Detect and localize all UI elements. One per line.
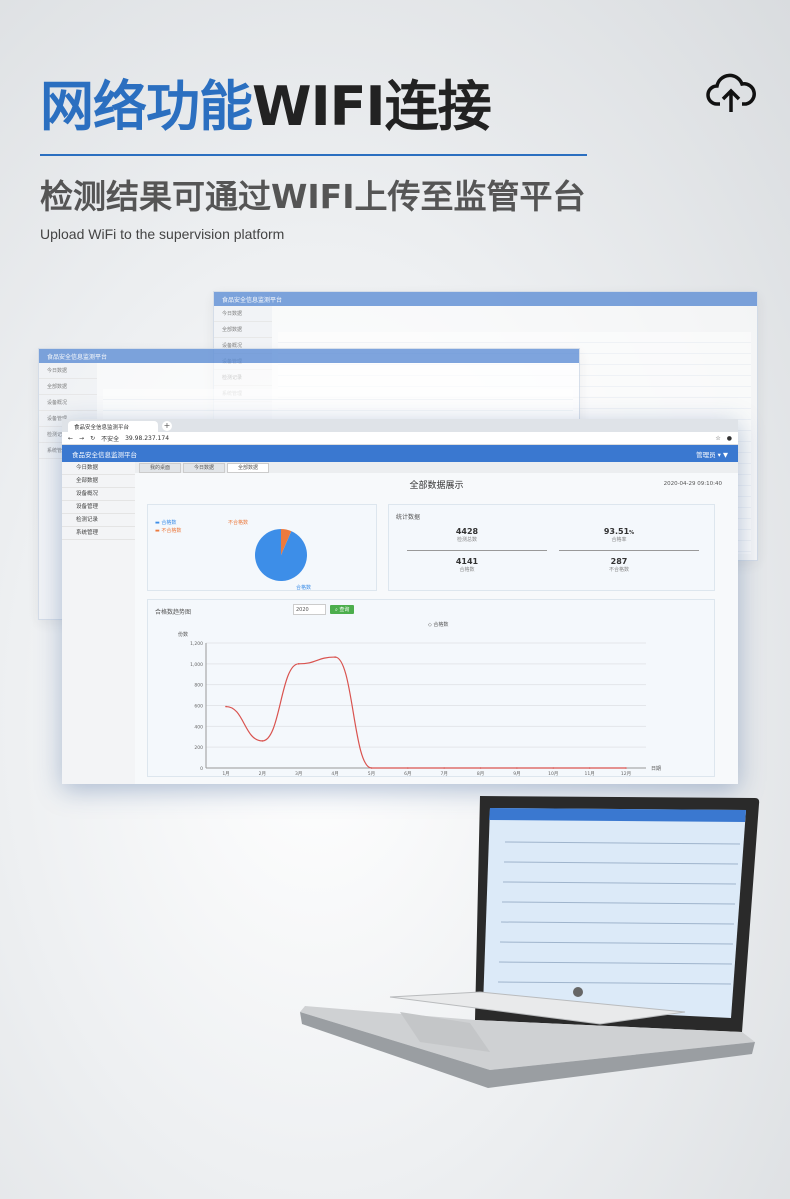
reload-icon[interactable]: ↻ (90, 434, 96, 442)
data-point[interactable] (479, 767, 482, 769)
legend-pass: ▬ 合格数 (155, 520, 177, 526)
y-tick-label: 1,000 (190, 662, 203, 668)
sidebar-item[interactable]: 全部数据 (62, 475, 135, 488)
x-tick-label: 5月 (368, 771, 375, 776)
app-title: 食品安全信息监测平台 (72, 450, 137, 459)
stat-item: 4141 合格数 (427, 557, 507, 573)
series-line (225, 656, 626, 769)
ghost-sidebar-item: 今日数据 (214, 306, 272, 322)
x-tick-label: 1月 (222, 771, 229, 776)
y-tick-label: 1,200 (190, 641, 203, 647)
data-point[interactable] (261, 740, 264, 742)
cloud-upload-icon (706, 73, 756, 112)
data-point[interactable] (370, 767, 373, 769)
x-tick-label: 8月 (477, 771, 484, 776)
back-icon[interactable]: ← (68, 434, 74, 442)
address-security: 不安全 (101, 435, 120, 443)
sidebar-item[interactable]: 设备管理 (62, 501, 135, 514)
pie-slice[interactable] (281, 529, 292, 555)
browser-window: 食品安全信息监测平台 + ← → ↻ 不安全 39.98.237.174 ☆ ● 食品安全信息… (62, 419, 738, 784)
y-tick-label: 800 (194, 683, 203, 689)
stat-label: 不合格数 (608, 567, 629, 573)
x-tick-label: 6月 (404, 771, 411, 776)
forward-icon[interactable]: → (79, 434, 85, 442)
x-tick-label: 12月 (621, 771, 631, 776)
stats-heading: 统计数据 (396, 514, 421, 521)
page-tabs: 我的桌面 今日数据 全部数据 (135, 462, 738, 473)
trend-heading: 合格数趋势图 (155, 609, 192, 616)
data-point[interactable] (588, 767, 591, 769)
y-axis-label: 份数 (178, 631, 188, 638)
ghost-sidebar-item: 今日数据 (39, 363, 97, 379)
data-point[interactable] (443, 767, 445, 769)
data-point[interactable] (516, 767, 518, 769)
data-point[interactable] (552, 767, 555, 769)
sidebar-item[interactable]: 系统管理 (62, 527, 135, 540)
y-tick-label: 200 (194, 745, 203, 751)
hero-english: Upload WiFi to the supervision platform (40, 226, 285, 242)
data-point[interactable] (297, 663, 300, 665)
sidebar-item[interactable]: 设备概况 (62, 488, 135, 501)
laptop-image (300, 796, 760, 1088)
profile-icon[interactable]: ● (726, 434, 732, 442)
trend-panel: 合格数趋势图 2020 ⌕ 查询 ◇ 合格数份数日期 0 200 400 600 800 1… (147, 599, 715, 777)
x-tick-label: 10月 (548, 771, 558, 776)
pie-panel: ▬ 合格数 ▬ 不合格数 不合格数合格数 (147, 504, 377, 591)
y-tick-label: 0 (200, 766, 203, 772)
stat-label: 合格数 (459, 567, 475, 573)
stat-label: 检测总数 (456, 537, 477, 543)
address-bar[interactable]: 39.98.237.174 (125, 434, 170, 442)
stat-value: 93.51 (603, 527, 630, 536)
data-point[interactable] (625, 767, 627, 769)
ghost-sidebar-item: 全部数据 (39, 379, 97, 395)
page-tab[interactable]: 今日数据 (183, 463, 226, 473)
data-point[interactable] (407, 767, 409, 769)
x-tick-label: 3月 (295, 771, 302, 776)
x-tick-label: 9月 (513, 771, 520, 776)
y-tick-label: 600 (194, 704, 203, 710)
stat-value: 4141 (455, 557, 479, 566)
stat-value: 4428 (455, 527, 479, 536)
stat-item: 4428 检测总数 (427, 527, 507, 543)
query-button[interactable]: ⌕ 查询 (330, 605, 355, 614)
stat-value: 287 (610, 557, 628, 566)
browser-tab[interactable]: 食品安全信息监测平台 (68, 421, 158, 432)
sidebar: 今日数据 全部数据 设备概况 设备管理 检测记录 系统管理 (62, 462, 135, 784)
pie-label-pass: 合格数 (296, 584, 311, 590)
stat-item: 93.51% 合格率 (579, 527, 659, 543)
datetime: 2020-04-29 09:10:40 (663, 481, 722, 487)
year-input[interactable]: 2020 (293, 604, 326, 615)
page-title: 全部数据展示 (409, 481, 464, 491)
pie-slice[interactable] (255, 529, 307, 581)
hero-title: 网络功能WIFI连接 (40, 75, 492, 138)
legend-fail: ▬ 不合格数 (155, 528, 182, 534)
page-tab[interactable]: 我的桌面 (139, 463, 182, 473)
user-menu[interactable]: 管理员 ▾ ▼ (696, 450, 728, 459)
ghost-sidebar-item: 全部数据 (214, 322, 272, 338)
pie-label-fail: 不合格数 (228, 519, 248, 526)
stat-label: 合格率 (611, 537, 627, 543)
title-divider (40, 154, 587, 156)
sidebar-item[interactable]: 今日数据 (62, 462, 135, 475)
x-tick-label: 4月 (331, 771, 338, 776)
sidebar-item[interactable]: 检测记录 (62, 514, 135, 527)
x-tick-label: 2月 (259, 771, 266, 776)
stat-item: 287 不合格数 (579, 557, 659, 573)
x-tick-label: 7月 (440, 771, 447, 776)
hero-subtitle: 检测结果可通过WIFI上传至监管平台 (40, 177, 586, 216)
new-tab-button[interactable]: + (162, 421, 172, 431)
chart-legend: ◇ 合格数 (428, 621, 448, 628)
page-tab[interactable]: 全部数据 (227, 463, 270, 473)
stats-panel: 统计数据 4428 检测总数 93.51% 合格率 4141 合格数 287 不合格数 (388, 504, 715, 591)
star-icon[interactable]: ☆ (715, 434, 721, 442)
data-point[interactable] (334, 656, 336, 658)
ghost-sidebar-item: 设备概况 (39, 395, 97, 411)
y-tick-label: 400 (194, 724, 203, 730)
x-tick-label: 11月 (585, 771, 595, 776)
x-axis-label: 日期 (651, 766, 661, 772)
data-point[interactable] (225, 705, 227, 708)
